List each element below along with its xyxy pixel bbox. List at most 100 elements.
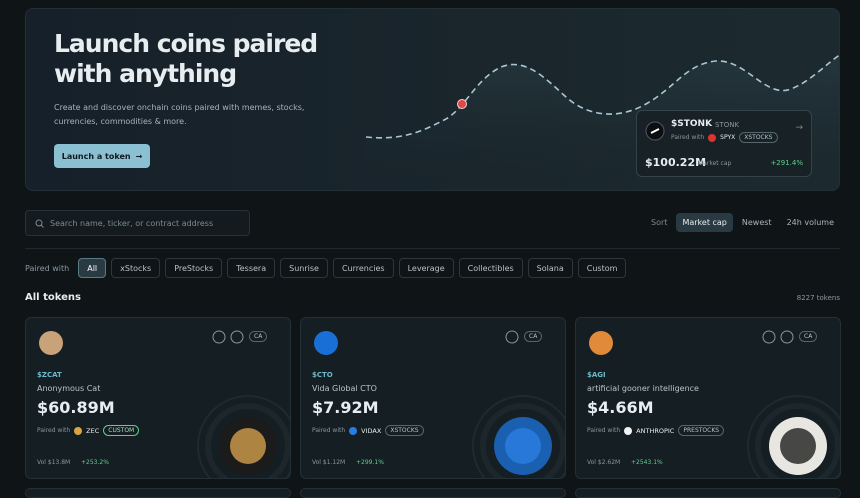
sort-bar: Sort Market cap Newest 24h volume [645,213,840,232]
search-placeholder: Search name, ticker, or contract address [50,218,214,228]
action-icon[interactable] [212,330,226,344]
token-name: Vida Global CTO [312,384,377,393]
pair-tag: XSTOCKS [385,425,424,436]
paired-label: Paired with [37,427,71,434]
card-peek [300,488,566,498]
logo-ring [197,395,290,478]
arrow-icon: → [135,151,143,161]
market-cap: $7.92M [312,398,379,417]
sort-label: Sort [651,218,668,227]
sort-option[interactable]: 24h volume [786,218,834,227]
filter-pill[interactable]: Sunrise [280,258,328,278]
pair-name: VIDAX [361,426,382,435]
change: +253.2% [81,459,109,466]
pair-icon-dot [349,426,358,435]
change: +2543.1% [631,459,663,466]
pair-tag: XSTOCKS [739,132,778,143]
pair-tag: PRESTOCKS [678,425,725,436]
pair-name: ZEC [86,426,100,435]
market-cap-label: Market cap [698,160,732,167]
pair-name: ANTHROPIC [636,426,675,435]
filter-pill[interactable]: PreStocks [165,258,223,278]
filter-pill[interactable]: xStocks [111,258,161,278]
ticker: $AGI [587,371,606,379]
card-peek [25,488,291,498]
pair-logo-inner [230,428,266,464]
pair-row: Paired with VIDAX XSTOCKS [312,425,424,436]
avatar [314,331,338,355]
filter-pill[interactable]: Currencies [332,258,394,278]
card-graphics [39,330,290,478]
card-peek [575,488,841,498]
logo-ring [755,403,840,478]
volume: Vol $13.8M [37,459,71,466]
pair-icon [349,426,358,435]
pair-logo-inner [505,428,541,464]
pair-icon-dot [624,426,633,435]
paired-label: Paired with [312,427,346,434]
card-graphics [589,330,840,478]
search-icon [35,219,44,228]
action-icon[interactable] [230,330,244,344]
filter-pill[interactable]: Leverage [398,258,454,278]
volume: Vol $2.62M [587,459,621,466]
divider [25,248,840,249]
paired-label: Paired with [671,134,705,141]
filter-bar: Paired with All xStocks PreStocks Tessera Su… [25,258,627,278]
pair-icon [74,426,83,435]
logo-ring [480,403,565,478]
featured-logo [645,121,665,141]
paired-label: Paired with [587,427,621,434]
curve-dot [457,99,467,109]
logo-ring [205,403,290,478]
hero: Launch coins paired with anything Create… [25,8,840,191]
logo-ring [747,395,840,478]
volume: Vol $1.12M [312,459,346,466]
featured-change: +291.4% [770,159,803,167]
logo-ring [472,395,565,478]
ca-button[interactable]: CA [524,331,543,342]
filter-pill[interactable]: Custom [577,258,627,278]
filter-pill[interactable]: Solana [527,258,573,278]
token-count: 8227 tokens [796,294,840,302]
featured-name: STONK [715,121,740,129]
ca-button[interactable]: CA [799,331,818,342]
filter-pill[interactable]: Tessera [227,258,276,278]
market-cap: $60.89M [37,398,115,417]
featured-market-cap: $100.22M [645,156,707,169]
avatar [39,331,63,355]
action-icon[interactable] [780,330,794,344]
token-card[interactable]: CA $ZCAT Anonymous Cat $60.89M Paired with ZE… [25,317,291,479]
pair-logo-inner [780,428,816,464]
featured-pair-row: Paired with SPYX XSTOCKS [671,132,778,143]
token-name: artificial gooner intelligence [587,384,699,393]
token-card[interactable]: CA $CTO Vida Global CTO $7.92M Paired with VI… [300,317,566,479]
hero-description: Create and discover onchain coins paired… [54,103,305,126]
launch-button[interactable]: Launch a token → [54,144,150,168]
change: +299.1% [356,459,384,466]
button-label: Launch a token [61,151,131,161]
action-icon[interactable] [762,330,776,344]
card-graphics [314,330,565,478]
search-box[interactable]: Search name, ticker, or contract address [25,210,250,236]
pair-row: Paired with ANTHROPIC PRESTOCKS [587,425,725,436]
token-card[interactable]: CA $AGI artificial gooner intelligence $4.6… [575,317,841,479]
avatar [589,331,613,355]
filter-label: Paired with [25,263,70,273]
ticker: $ZCAT [37,371,62,379]
pair-row: Paired with ZEC CUSTOM [37,425,140,436]
pair-name: SPYX [720,134,736,141]
action-icon[interactable] [505,330,519,344]
pair-icon-dot [74,426,83,435]
sort-option[interactable]: Market cap [676,213,733,232]
sort-option[interactable]: Newest [741,218,772,227]
filter-pill[interactable]: Collectibles [458,258,523,278]
filter-pill[interactable]: All [78,258,107,278]
section-title: All tokens [25,292,81,303]
hero-title: Launch coins paired with anything [54,29,318,88]
ca-button[interactable]: CA [249,331,268,342]
featured-card[interactable]: $STONK STONK Paired with SPYX XSTOCKS → … [636,110,812,177]
market-cap: $4.66M [587,398,654,417]
